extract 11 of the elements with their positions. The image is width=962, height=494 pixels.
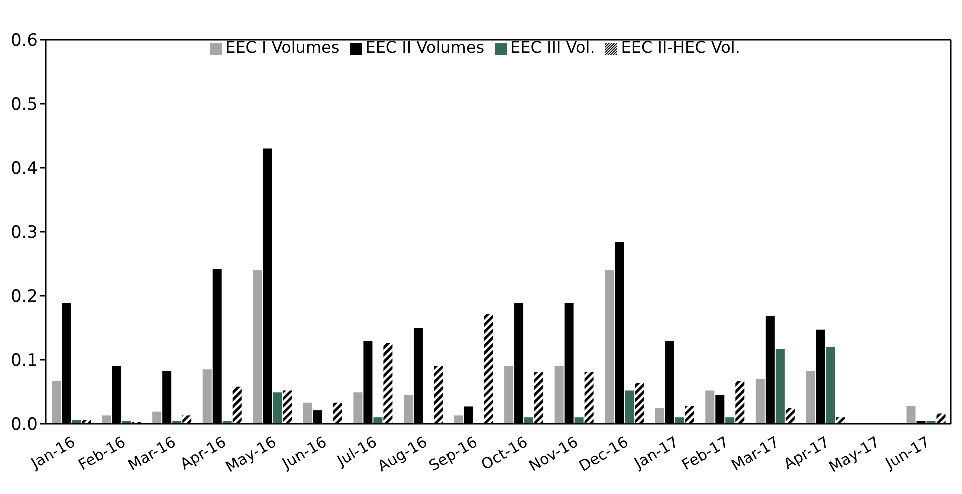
legend-label: EEC II-HEC Vol. [621, 38, 740, 57]
legend-label: EEC III Vol. [510, 38, 596, 57]
y-tick-label: 0.6 [10, 31, 38, 52]
y-tick-label: 0.1 [10, 351, 38, 372]
legend-label: EEC I Volumes [226, 38, 340, 57]
y-tick-label: 0.2 [10, 287, 38, 308]
y-tick-label: 0.4 [10, 159, 38, 180]
y-tick-label: 0.5 [10, 95, 38, 116]
y-tick-label: 0.3 [10, 223, 38, 244]
legend-label: EEC II Volumes [366, 38, 485, 57]
y-tick-label: 0.0 [10, 415, 38, 436]
